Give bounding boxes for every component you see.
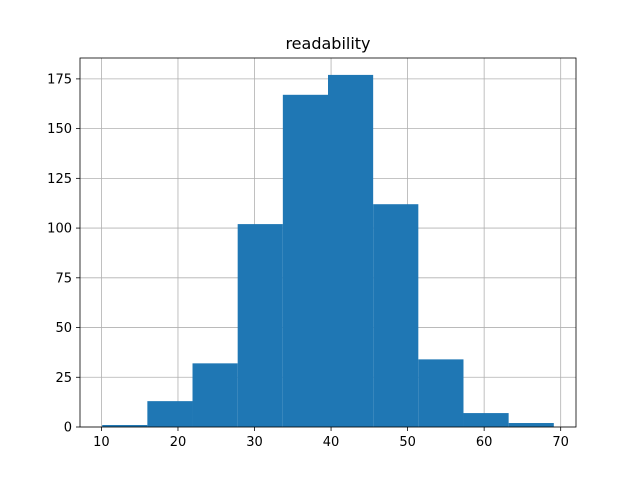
x-tick-label: 40 [323, 435, 340, 450]
y-tick-label: 125 [47, 172, 72, 187]
x-tick-label: 70 [552, 435, 569, 450]
axes-layer: 10 20 30 40 50 60 70 0 25 50 75 100 125 150 175 [47, 57, 577, 450]
x-tick-label: 20 [170, 435, 187, 450]
y-tick-label: 50 [55, 321, 72, 336]
histogram-bar [328, 74, 374, 427]
histogram-bar [102, 425, 148, 427]
y-tick-label: 100 [47, 222, 72, 237]
chart-title: readability [285, 34, 370, 53]
y-tick-label: 75 [55, 271, 72, 286]
y-tick-label: 150 [47, 122, 72, 137]
y-tick-label: 175 [47, 72, 72, 87]
histogram-bar [418, 359, 464, 427]
histogram-bar [508, 423, 554, 427]
histogram-bar [192, 363, 238, 427]
y-tick-label: 0 [64, 421, 72, 436]
histogram-bar [147, 401, 193, 427]
histogram-bar [237, 224, 283, 427]
y-tick-label: 25 [55, 371, 72, 386]
histogram-bar [373, 204, 419, 427]
bars-layer [102, 74, 554, 427]
x-tick-label: 50 [399, 435, 416, 450]
histogram-bar [463, 413, 509, 427]
x-tick-label: 10 [93, 435, 110, 450]
x-tick-label: 30 [246, 435, 263, 450]
axes-frame [79, 57, 577, 428]
histogram-bar [282, 94, 328, 427]
x-tick-label: 60 [476, 435, 493, 450]
